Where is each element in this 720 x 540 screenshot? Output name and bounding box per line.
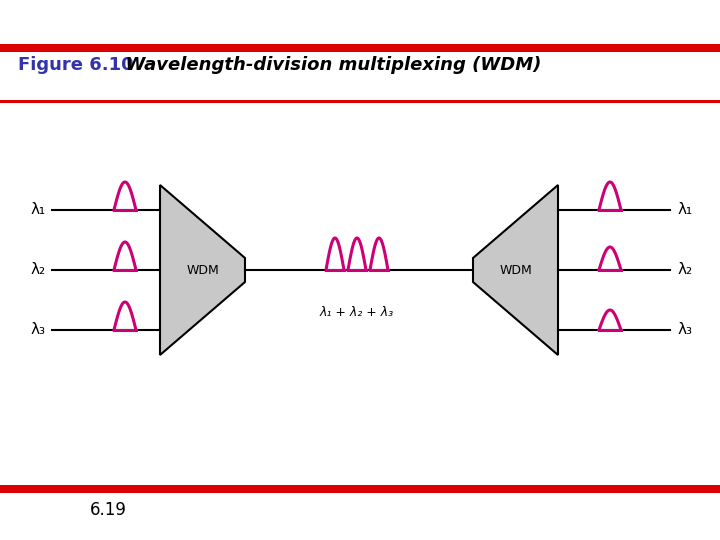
Text: λ₁ + λ₂ + λ₃: λ₁ + λ₂ + λ₃ bbox=[320, 306, 394, 319]
Text: λ₁: λ₁ bbox=[678, 202, 693, 218]
Text: Wavelength-division multiplexing (WDM): Wavelength-division multiplexing (WDM) bbox=[113, 56, 541, 74]
Text: 6.19: 6.19 bbox=[90, 501, 127, 519]
Text: λ₂: λ₂ bbox=[30, 262, 45, 278]
Polygon shape bbox=[160, 185, 245, 355]
Bar bbox=[0, 100, 720, 103]
Text: Figure 6.10: Figure 6.10 bbox=[18, 56, 134, 74]
Text: WDM: WDM bbox=[186, 264, 219, 276]
Polygon shape bbox=[473, 185, 558, 355]
Text: λ₂: λ₂ bbox=[678, 262, 693, 278]
Bar bbox=[0, 44, 720, 52]
Bar bbox=[0, 485, 720, 493]
Text: λ₃: λ₃ bbox=[678, 322, 693, 338]
Text: λ₃: λ₃ bbox=[30, 322, 45, 338]
Text: WDM: WDM bbox=[499, 264, 532, 276]
Text: λ₁: λ₁ bbox=[30, 202, 45, 218]
